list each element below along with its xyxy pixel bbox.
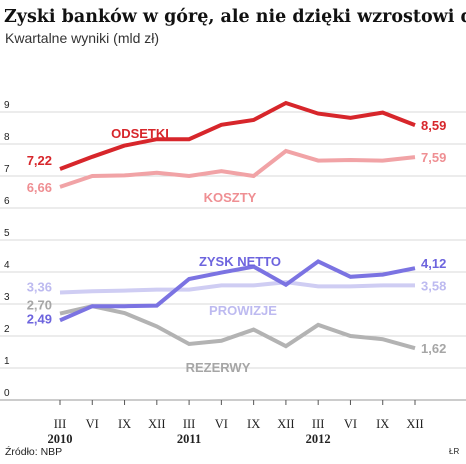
x-year-label: 2011	[177, 432, 201, 446]
series-name-koszty: KOSZTY	[204, 190, 257, 205]
chart-title: Zyski banków w górę, ale nie dzięki wzro…	[4, 7, 466, 27]
x-tick-label: XII	[148, 417, 165, 431]
x-tick-label: XII	[406, 417, 423, 431]
y-tick-label: 4	[4, 260, 10, 271]
y-tick-label: 5	[4, 228, 10, 239]
x-tick-label: VI	[215, 417, 228, 431]
y-axis-ticks: 0 1 2 3 4 5 6 7 8 9	[4, 100, 10, 399]
series-line-zysk-netto	[59, 259, 416, 323]
series-line-odsetki	[59, 100, 416, 171]
x-tick-label: IX	[247, 417, 260, 431]
end-value-zysk-netto: 4,12	[421, 256, 446, 271]
series-labels: 7,22 8,59 ODSETKI 6,66 7,59 KOSZTY 2,49 4,12 ZYS…	[27, 118, 447, 375]
x-tick-label: IX	[376, 417, 389, 431]
start-value-zysk-netto: 2,49	[27, 311, 52, 326]
x-year-label: 2012	[306, 432, 331, 446]
y-tick-label: 3	[4, 292, 10, 303]
x-tick-label: III	[312, 417, 325, 431]
series-lines	[59, 100, 416, 351]
start-value-prowizje: 3,36	[27, 279, 52, 294]
y-tick-label: 2	[4, 324, 10, 335]
chart-subtitle: Kwartalne wyniki (mld zł)	[5, 30, 159, 46]
end-value-prowizje: 3,58	[421, 278, 446, 293]
x-tick-label: XII	[277, 417, 294, 431]
series-line-koszty	[59, 148, 416, 189]
start-value-koszty: 6,66	[27, 180, 52, 195]
x-tick-label: III	[183, 417, 196, 431]
series-name-zysk-netto: ZYSK NETTO	[199, 254, 281, 269]
y-tick-label: 7	[4, 164, 10, 175]
start-value-odsetki: 7,22	[27, 153, 52, 168]
x-year-label: 2010	[48, 432, 73, 446]
x-axis: III VI IX XII III VI IX XII III VI IX XII 2010 2011 20…	[48, 400, 424, 446]
y-tick-label: 0	[4, 388, 10, 399]
end-value-koszty: 7,59	[421, 150, 446, 165]
x-tick-label: III	[54, 417, 67, 431]
x-tick-label: IX	[118, 417, 131, 431]
x-tick-label: VI	[86, 417, 99, 431]
y-tick-label: 1	[4, 356, 10, 367]
y-tick-label: 6	[4, 196, 10, 207]
author-credit: ŁR	[449, 447, 459, 456]
series-line-rezerwy	[59, 304, 416, 351]
start-value-rezerwy: 2,70	[27, 298, 52, 313]
series-name-odsetki: ODSETKI	[111, 126, 169, 141]
series-name-prowizje: PROWIZJE	[209, 303, 277, 318]
x-tick-label: VI	[344, 417, 357, 431]
end-value-rezerwy: 1,62	[421, 341, 446, 356]
y-tick-label: 8	[4, 132, 10, 143]
series-line-prowizje	[59, 280, 415, 295]
source-note: Źródło: NBP	[5, 445, 62, 458]
y-tick-label: 9	[4, 100, 10, 111]
end-value-odsetki: 8,59	[421, 118, 446, 133]
series-name-rezerwy: REZERWY	[186, 360, 251, 375]
